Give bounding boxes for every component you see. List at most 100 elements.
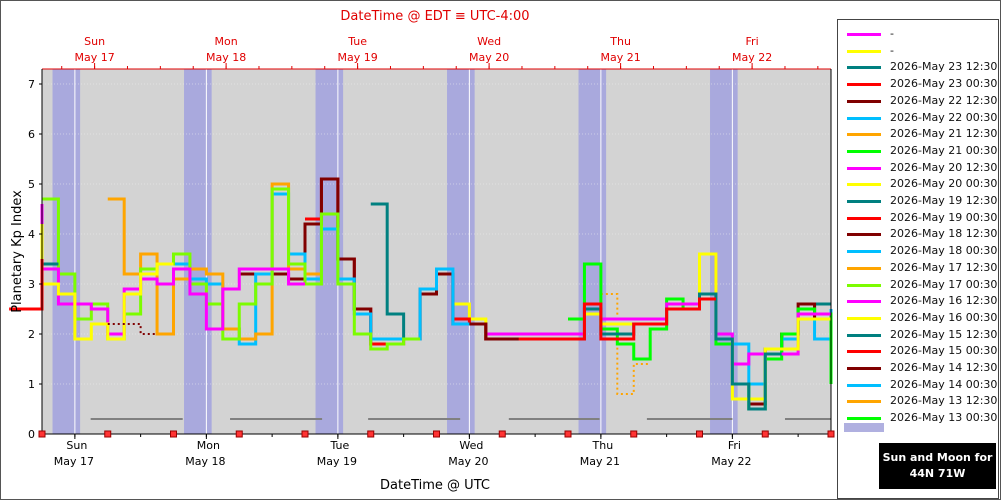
legend-label: 2026-May 22 00:30	[890, 110, 998, 124]
legend-entry: 2026-May 15 12:30	[838, 327, 1000, 343]
axis-marker	[498, 430, 506, 438]
top-tick-day-label: Mon	[214, 35, 237, 48]
legend-label: 2026-May 21 00:30	[890, 143, 998, 157]
legend-entry: 2026-May 22 12:30	[838, 93, 1000, 109]
legend-entry: 2026-May 13 12:30	[838, 393, 1000, 409]
axis-marker	[630, 430, 638, 438]
y-tick-label: 7	[28, 78, 35, 91]
y-tick-label: 1	[28, 378, 35, 391]
top-tick-day-label: Fri	[746, 35, 759, 48]
x-tick-date-label: May 22	[711, 455, 751, 468]
legend-label: 2026-May 14 12:30	[890, 361, 998, 374]
legend-swatch	[847, 33, 881, 36]
axis-marker	[235, 430, 243, 438]
legend-entry: 2026-May 21 00:30	[838, 143, 1000, 159]
top-tick-date-label: May 19	[337, 51, 377, 64]
legend-swatch	[847, 417, 881, 421]
legend-label: 2026-May 15 12:30	[890, 327, 998, 341]
axis-marker	[761, 430, 769, 438]
legend-label: 2026-May 21 12:30	[890, 127, 998, 141]
legend-label: -	[890, 27, 894, 40]
legend-entry: 2026-May 16 00:30	[838, 310, 1000, 326]
legend-entry: 2026-May 15 00:30	[838, 343, 1000, 359]
night-band	[578, 69, 607, 434]
plot-area	[42, 69, 831, 434]
legend-swatch	[847, 350, 881, 354]
night-band	[52, 69, 81, 434]
legend-swatch	[847, 99, 881, 103]
legend-label: 2026-May 20 00:30	[890, 177, 998, 191]
legend-swatch	[847, 266, 881, 270]
legend-label: 2026-May 22 12:30	[890, 93, 998, 107]
legend-label: 2026-May 16 12:30	[890, 294, 998, 308]
legend-entry: -	[838, 26, 1000, 42]
legend-entry: 2026-May 22 00:30	[838, 110, 1000, 126]
series-line	[107, 182, 322, 341]
legend-swatch	[847, 166, 881, 170]
sun-moon-location-box: Sun and Moon for 44N 71W	[879, 443, 996, 489]
legend-swatch	[847, 216, 881, 220]
series-line	[107, 323, 158, 335]
y-tick-label: 5	[28, 178, 35, 191]
y-axis-label: Planetary Kp Index	[10, 190, 25, 313]
legend-label: 2026-May 15 00:30	[890, 344, 998, 358]
top-tick-day-label: Tue	[347, 35, 367, 48]
chart-title: DateTime @ EDT ≡ UTC-4:00	[340, 9, 529, 24]
legend-swatch	[847, 233, 881, 237]
legend-label: 2026-May 23 00:30	[890, 77, 998, 91]
legend-entry: 2026-May 23 12:30	[838, 59, 1000, 75]
series-line	[600, 293, 651, 395]
legend-label: -	[890, 43, 894, 57]
axis-marker	[696, 430, 703, 438]
legend-entry: 2026-May 17 00:30	[838, 277, 1000, 293]
top-tick-date-label: May 20	[469, 51, 509, 64]
legend-label: 2026-May 18 00:30	[890, 244, 998, 258]
legend-entry: 2026-May 13 00:30	[838, 410, 1000, 426]
legend-swatch	[847, 383, 881, 387]
legend-swatch	[847, 316, 881, 320]
axis-marker	[170, 430, 177, 438]
axis-marker	[827, 430, 835, 438]
legend-entry: 2026-May 20 12:30	[838, 160, 1000, 176]
x-tick-day-label: Tue	[329, 439, 349, 452]
night-band	[184, 69, 212, 434]
x-tick-day-label: Wed	[459, 439, 483, 452]
axis-marker	[564, 430, 572, 438]
sun-moon-label: Sun and Moon for	[882, 451, 993, 464]
legend-swatch	[847, 400, 881, 404]
legend-swatch	[847, 116, 881, 120]
legend-swatch	[847, 300, 881, 304]
legend-panel: - - 2026-May 23 12:30 2026-May 23 00:30 2026…	[837, 19, 999, 499]
legend-swatch	[847, 133, 881, 137]
legend-label: 2026-May 23 12:30	[890, 60, 998, 74]
legend-label: 2026-May 16 00:30	[890, 310, 998, 324]
series-line	[40, 204, 305, 336]
legend-entry: 2026-May 23 00:30	[838, 76, 1000, 92]
axis-marker	[301, 430, 309, 438]
legend-label: 2026-May 18 12:30	[890, 227, 998, 241]
legend-swatch	[847, 367, 881, 370]
legend-entry: 2026-May 14 12:30	[838, 360, 1000, 376]
top-tick-date-label: May 22	[732, 51, 772, 64]
x-tick-date-label: May 19	[317, 455, 357, 468]
location-label: 44N 71W	[909, 467, 966, 480]
legend-label: 2026-May 13 00:30	[890, 411, 998, 425]
legend-swatch	[847, 250, 881, 254]
x-tick-date-label: May 18	[185, 455, 225, 468]
legend-entry: 2026-May 16 12:30	[838, 293, 1000, 309]
axis-marker	[433, 430, 440, 438]
legend-label: 2026-May 19 12:30	[890, 194, 998, 207]
y-tick-label: 4	[28, 228, 35, 241]
top-tick-day-label: Sun	[84, 35, 105, 48]
night-band	[447, 69, 475, 434]
x-tick-day-label: Sun	[66, 439, 87, 452]
legend-entry: 2026-May 14 00:30	[838, 377, 1000, 393]
top-tick-date-label: May 18	[206, 51, 246, 64]
legend-swatch	[847, 333, 881, 337]
y-tick-label: 6	[28, 128, 35, 141]
legend-entry: -	[838, 43, 1000, 59]
legend-label: 2026-May 14 00:30	[890, 377, 998, 391]
legend-entry: 2026-May 20 00:30	[838, 176, 1000, 192]
x-axis-label: DateTime @ UTC	[380, 478, 490, 493]
legend-label: 2026-May 17 12:30	[890, 260, 998, 274]
